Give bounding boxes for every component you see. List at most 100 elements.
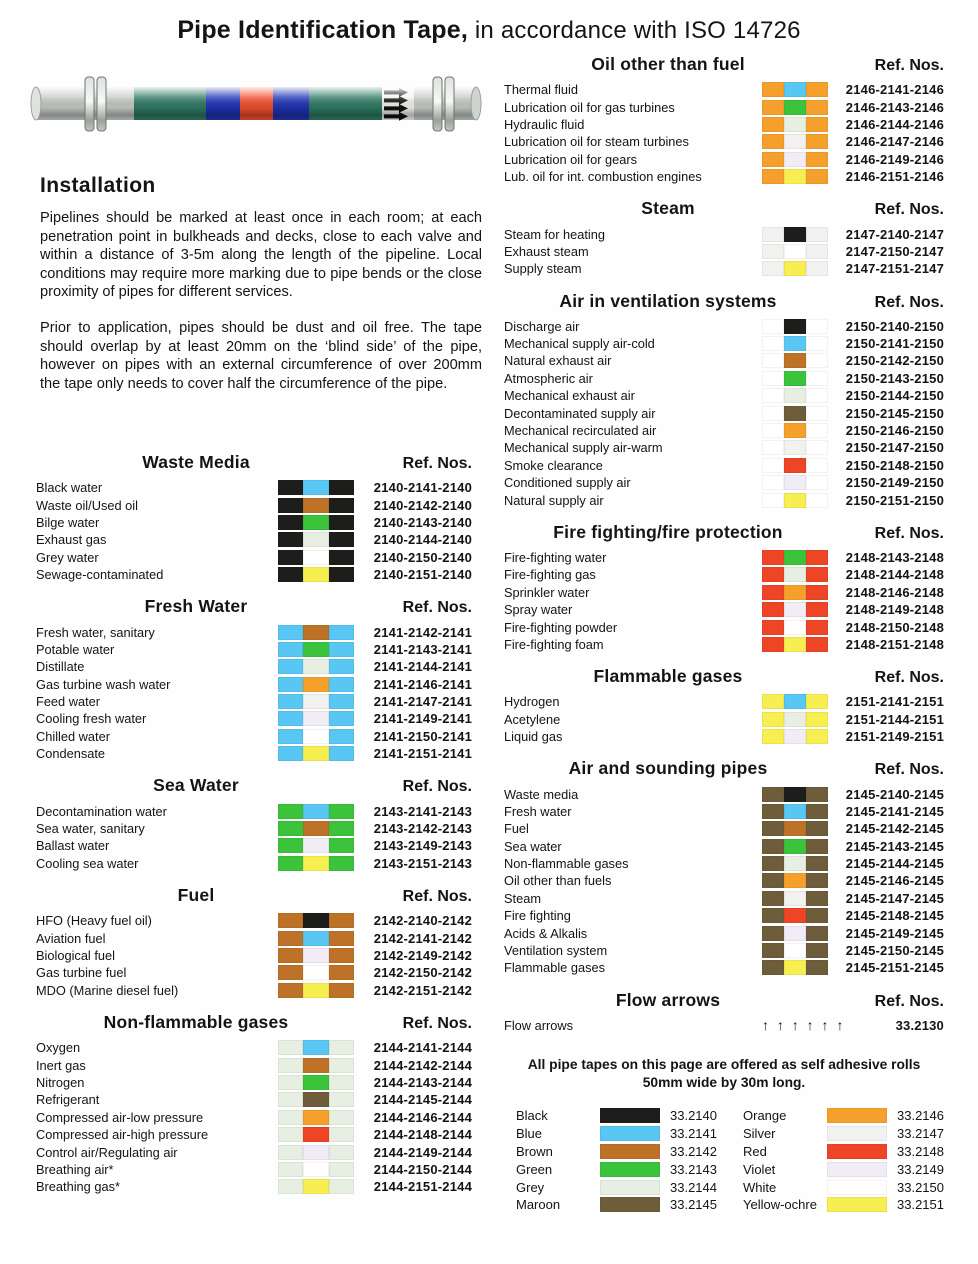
tape-swatch (762, 440, 828, 456)
table-row: Lubrication oil for gas turbines 2146-214… (504, 98, 944, 115)
color-ref: 33.2146 (897, 1108, 944, 1124)
tape-band-yellow (303, 855, 329, 871)
section-title: Steam (641, 198, 695, 219)
tape-band-green (784, 99, 806, 115)
media-label: Atmospheric air (504, 370, 593, 386)
tape-band-white (762, 353, 784, 369)
tape-band-grey (328, 1109, 354, 1125)
section: Flow arrows Ref. Nos. Flow arrows ↑ ↑ ↑ ↑ ↑… (504, 990, 944, 1034)
ref-number: 2143-2141-2143 (373, 803, 472, 819)
color-ref: 33.2141 (670, 1126, 717, 1142)
section-title: Oil other than fuel (591, 54, 745, 74)
table-row: Conditioned supply air 2150-2149-2150 (504, 474, 944, 491)
tape-swatch (762, 550, 828, 565)
tape-swatch (762, 243, 828, 259)
media-label: HFO (Heavy fuel oil) (36, 913, 152, 929)
color-swatch-blue (600, 1126, 660, 1142)
tape-swatch (278, 1057, 354, 1073)
section: Air in ventilation systems Ref. Nos. Disch… (504, 291, 944, 509)
tape-band-green (328, 855, 354, 871)
ref-number: 2140-2151-2140 (373, 567, 472, 583)
tape-band-grey (278, 1127, 304, 1143)
table-row: HFO (Heavy fuel oil) 2142-2140-2142 (36, 912, 472, 929)
table-row: Exhaust gas 2140-2144-2140 (36, 531, 472, 548)
media-label: Oil other than fuels (504, 873, 612, 889)
color-name: Red (743, 1144, 767, 1159)
tape-swatch (762, 492, 828, 508)
table-row: Sea water 2145-2143-2145 (504, 838, 944, 855)
tape-swatch (762, 336, 828, 352)
table-row: Flow arrows ↑ ↑ ↑ ↑ ↑ ↑ 33.2130 (504, 1017, 944, 1034)
ref-number: 2150-2149-2150 (845, 475, 944, 491)
tape-band-maroon (806, 960, 828, 976)
tape-band-red (762, 636, 784, 652)
color-name: Yellow-ochre (743, 1197, 817, 1213)
table-row: Lub. oil for int. combustion engines 2146… (504, 168, 944, 185)
tape-band-silver (806, 243, 828, 259)
tape-band-silver (806, 226, 828, 242)
media-label: Breathing air* (36, 1161, 114, 1177)
section-header: Air and sounding pipes Ref. Nos. (504, 758, 944, 779)
section-title: Fresh Water (144, 596, 248, 617)
tape-swatch (278, 1127, 354, 1143)
section: Air and sounding pipes Ref. Nos. Waste med… (504, 758, 944, 976)
ref-number: 2146-2147-2146 (845, 134, 944, 150)
tape-band-maroon (806, 803, 828, 819)
tape-swatch (278, 694, 354, 710)
media-label: Sewage-contaminated (36, 567, 164, 583)
tape-band-blue (278, 711, 304, 727)
tape-band-maroon (784, 405, 806, 421)
media-label: Biological fuel (36, 948, 115, 963)
tape-band-black (784, 318, 806, 334)
tape-swatch (278, 532, 354, 548)
tape-band-grey (303, 659, 329, 675)
tape-band-black (784, 786, 806, 802)
ref-number: 2151-2144-2151 (845, 711, 944, 727)
tape-band-maroon (806, 925, 828, 941)
tape-band-orange (303, 676, 329, 692)
ref-number: 2145-2144-2145 (845, 856, 944, 872)
tape-swatch (278, 624, 354, 640)
media-label: Sprinkler water (504, 584, 590, 600)
tape-swatch (762, 908, 828, 924)
ref-number: 2144-2145-2144 (373, 1092, 472, 1108)
legend-row: Brown 33.2142 (516, 1143, 717, 1161)
ref-number: 2141-2147-2141 (373, 694, 472, 710)
ref-number: 2145-2147-2145 (845, 890, 944, 906)
media-label: Bilge water (36, 514, 100, 530)
media-label: Waste oil/Used oil (36, 497, 138, 513)
ref-number: 2146-2143-2146 (845, 99, 944, 115)
tape-band-red (784, 908, 806, 924)
tape-band-grey (278, 1144, 304, 1160)
tape-swatch (762, 567, 828, 583)
table-row: Thermal fluid 2146-2141-2146 (504, 81, 944, 98)
tape-band-black (328, 567, 354, 583)
tape-band-blue (278, 676, 304, 692)
tape-swatch (762, 353, 828, 369)
media-label: MDO (Marine diesel fuel) (36, 982, 179, 998)
table-row: Fire-fighting foam 2148-2151-2148 (504, 636, 944, 653)
media-label: Decontaminated supply air (504, 405, 656, 421)
tape-swatch (762, 423, 828, 439)
tape-swatch (278, 913, 354, 929)
media-label: Lubrication oil for gas turbines (504, 99, 675, 115)
tape-swatch (762, 405, 828, 421)
media-label: Mechanical recirculated air (504, 423, 657, 439)
tape-swatch (278, 1161, 354, 1177)
tape-band-silver (784, 134, 806, 150)
color-swatch-black (600, 1108, 660, 1124)
media-label: Black water (36, 480, 103, 496)
table-row: Lubrication oil for steam turbines 2146-2… (504, 133, 944, 150)
color-ref: 33.2151 (897, 1197, 944, 1213)
media-label: Refrigerant (36, 1092, 100, 1108)
media-label: Control air/Regulating air (36, 1144, 178, 1160)
tape-band-red (762, 602, 784, 618)
legend-row: Red 33.2148 (743, 1143, 944, 1161)
table-row: Compressed air-low pressure 2144-2146-214… (36, 1109, 472, 1126)
table-row: Sprinkler water 2148-2146-2148 (504, 584, 944, 601)
section-header: Fuel Ref. Nos. (36, 885, 472, 906)
media-label: Fire fighting (504, 908, 571, 924)
ref-number: 2145-2141-2145 (845, 803, 944, 819)
tape-band-silver (303, 694, 329, 710)
legend-column: Orange 33.2146 Silver 33.2147 Red 33.2148 Viol… (743, 1107, 944, 1214)
